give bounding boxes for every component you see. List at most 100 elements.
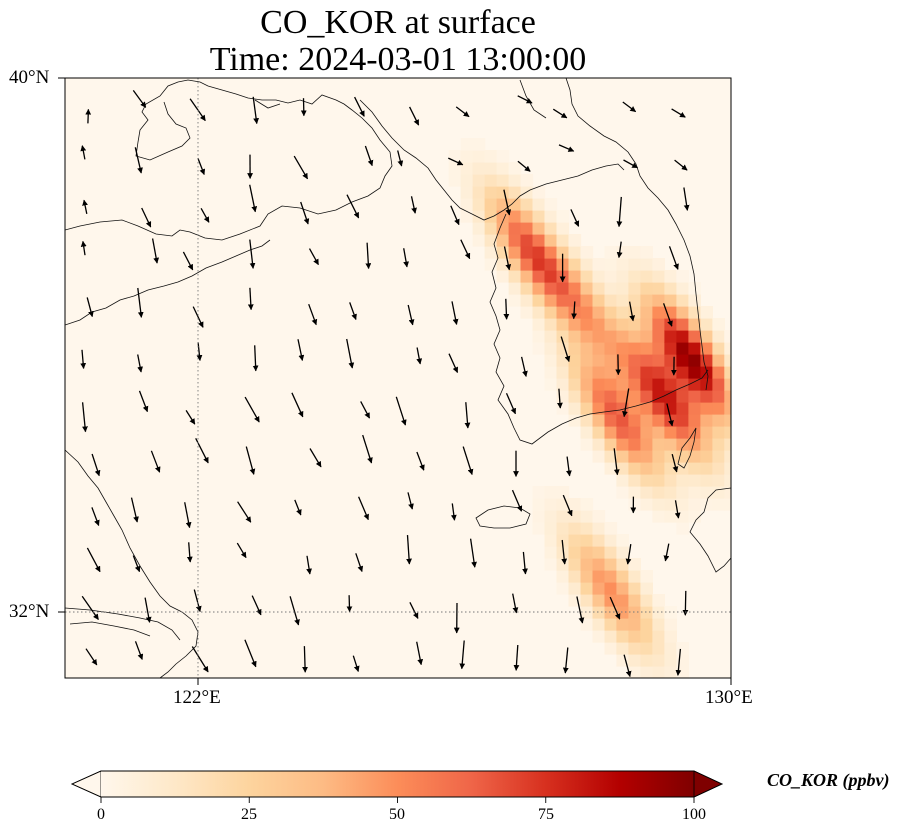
field-cell bbox=[664, 606, 677, 619]
wind-arrow bbox=[358, 496, 369, 521]
field-cell bbox=[592, 390, 606, 403]
field-cell bbox=[592, 594, 606, 607]
field-cell bbox=[532, 270, 546, 283]
wind-arrow bbox=[403, 248, 409, 268]
field-cell bbox=[592, 294, 606, 307]
jiangsu-coastline bbox=[65, 449, 199, 678]
field-cell bbox=[640, 282, 653, 295]
wind-arrow bbox=[91, 507, 100, 527]
field-cell bbox=[604, 630, 618, 643]
field-cell bbox=[628, 354, 641, 367]
wind-arrow bbox=[407, 304, 415, 326]
field-cell bbox=[652, 414, 665, 427]
field-cell bbox=[640, 438, 653, 451]
field-cell bbox=[664, 498, 677, 511]
wind-arrow bbox=[513, 644, 520, 671]
field-cell bbox=[508, 162, 522, 175]
field-cell bbox=[604, 258, 618, 271]
field-cell bbox=[628, 390, 641, 403]
field-cell bbox=[616, 282, 629, 295]
field-cell bbox=[580, 294, 594, 307]
wind-arrow bbox=[151, 238, 160, 264]
field-cell bbox=[712, 414, 725, 427]
field-cell bbox=[688, 366, 701, 379]
field-cell bbox=[592, 402, 606, 415]
field-cell bbox=[496, 246, 510, 259]
field-cell bbox=[556, 306, 570, 319]
field-cell bbox=[724, 426, 731, 439]
field-cell bbox=[652, 606, 665, 619]
field-cell bbox=[580, 342, 594, 355]
field-cell bbox=[616, 474, 629, 487]
field-cell bbox=[580, 378, 594, 391]
wind-arrow bbox=[236, 542, 247, 559]
field-cell bbox=[712, 330, 725, 343]
field-cell bbox=[544, 510, 558, 523]
field-cell bbox=[652, 342, 665, 355]
field-cell bbox=[664, 642, 677, 655]
field-cell bbox=[580, 366, 594, 379]
field-cell bbox=[640, 378, 653, 391]
wind-arrow bbox=[609, 596, 621, 620]
field-cell bbox=[652, 510, 665, 523]
field-cell bbox=[532, 318, 546, 331]
field-cell bbox=[652, 378, 665, 391]
field-cell bbox=[664, 330, 677, 343]
field-cell bbox=[556, 330, 570, 343]
wind-arrow bbox=[566, 456, 572, 477]
field-cell bbox=[592, 570, 606, 583]
field-cell bbox=[652, 594, 665, 607]
field-cell bbox=[556, 402, 570, 415]
field-cell bbox=[520, 210, 534, 223]
field-cell bbox=[628, 270, 641, 283]
wind-arrow bbox=[623, 654, 632, 678]
lat-tick-label-32n: 32°N bbox=[9, 601, 50, 622]
field-cell bbox=[460, 138, 474, 151]
wind-arrow bbox=[137, 287, 144, 318]
field-cell bbox=[664, 666, 677, 678]
field-cell bbox=[580, 510, 594, 523]
wind-arrow bbox=[522, 551, 528, 575]
wind-arrow bbox=[308, 248, 319, 266]
wind-arrow bbox=[346, 595, 353, 613]
field-cell bbox=[508, 186, 522, 199]
field-cell bbox=[592, 618, 606, 631]
field-cell bbox=[628, 282, 641, 295]
field-cell bbox=[616, 558, 629, 571]
field-cell bbox=[676, 282, 689, 295]
field-cell bbox=[484, 174, 498, 187]
field-cell bbox=[544, 210, 558, 223]
field-cell bbox=[544, 246, 558, 259]
field-cell bbox=[568, 546, 582, 559]
korea-west-coastline bbox=[489, 213, 709, 445]
wind-arrow bbox=[182, 251, 194, 271]
field-cell bbox=[508, 258, 522, 271]
field-cell bbox=[580, 318, 594, 331]
field-cell bbox=[712, 390, 725, 403]
field-cell bbox=[664, 510, 677, 523]
wind-arrow bbox=[416, 451, 425, 471]
field-cell bbox=[712, 486, 725, 499]
field-cell bbox=[664, 654, 677, 667]
wind-arrow bbox=[300, 201, 310, 225]
field-cell bbox=[616, 438, 629, 451]
field-cell bbox=[700, 414, 713, 427]
field-cell bbox=[496, 270, 510, 283]
wind-arrow bbox=[191, 646, 209, 673]
field-cell bbox=[640, 630, 653, 643]
field-cell bbox=[544, 294, 558, 307]
field-cell bbox=[700, 438, 713, 451]
field-cell bbox=[640, 582, 653, 595]
colorbar-tick-label: 75 bbox=[538, 806, 554, 823]
field-cell bbox=[604, 594, 618, 607]
wind-arrow bbox=[455, 106, 470, 118]
lat-tick-label-40n: 40°N bbox=[9, 67, 50, 88]
field-cell bbox=[652, 306, 665, 319]
field-cell bbox=[652, 366, 665, 379]
field-cell bbox=[472, 138, 486, 151]
field-cell bbox=[532, 282, 546, 295]
wind-arrow bbox=[352, 655, 360, 672]
field-cell bbox=[604, 294, 618, 307]
field-cell bbox=[616, 366, 629, 379]
field-cell bbox=[628, 594, 641, 607]
